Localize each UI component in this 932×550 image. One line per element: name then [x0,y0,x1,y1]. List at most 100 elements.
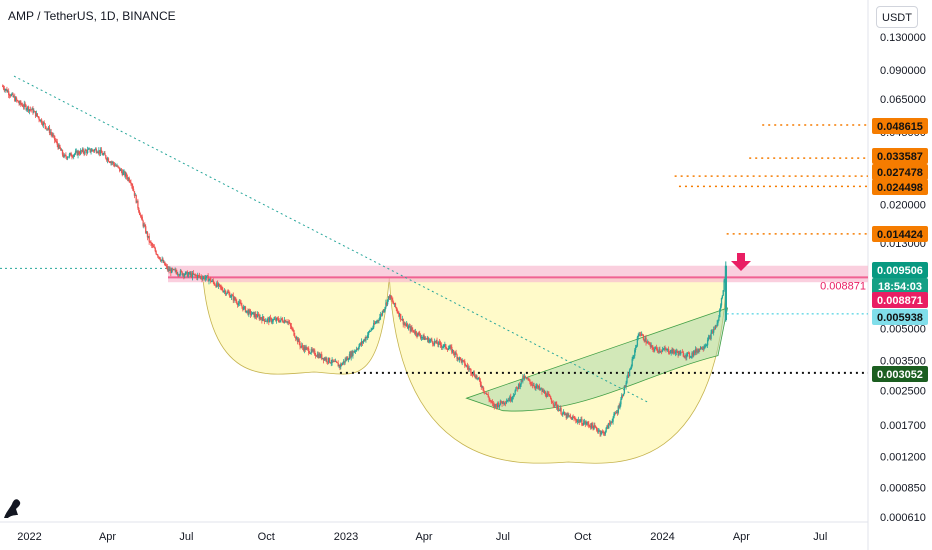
candle-body [110,162,112,163]
candle-body [441,346,443,348]
candle-body [405,325,407,326]
candle-body [352,351,354,356]
candle-body [257,314,260,316]
candle-body [479,380,482,385]
y-tick-label: 0.003500 [880,356,926,368]
candle-body [103,153,105,155]
candle-body [455,352,457,355]
candle-body [185,271,188,273]
candle-body [56,141,58,145]
candle-body [131,183,133,186]
candle-body [273,319,275,321]
candle-body [575,418,577,421]
candle-body [457,357,459,359]
candle-body [29,109,32,111]
candle-body [348,353,351,360]
candle-body [24,103,26,106]
candle-body [8,94,11,96]
candle-body [633,355,635,357]
candle-body [430,339,432,341]
candle-body [709,336,711,339]
candle-body [218,283,221,285]
candle-body [409,326,411,331]
candle-body [319,354,321,358]
candle-body [373,322,375,328]
candle-body [184,271,187,275]
candle-body [627,374,629,378]
candle-body [294,335,296,338]
candle-body [717,320,719,324]
candle-body [250,310,252,315]
candle-body [498,403,500,407]
candle-body [164,261,166,266]
candle-body [276,317,279,319]
candle-body [133,191,136,196]
candle-body [13,96,15,98]
y-tick-label: 0.001200 [880,451,926,463]
candle-body [203,276,205,278]
candle-body [317,354,319,358]
candle-body [100,149,103,153]
candle-body [144,224,146,227]
candle-body [390,295,392,299]
candle-body [708,336,711,338]
candle-body [299,343,301,347]
price-tag-label: 18:54:03 [878,281,922,293]
candle-body [486,394,489,395]
candle-body [713,329,715,333]
candle-body [699,348,701,350]
candle-body [315,355,318,357]
candle-body [190,273,192,275]
candle-body [214,284,216,286]
candle-body [28,109,31,112]
candle-body [119,167,121,171]
candle-body [432,343,435,345]
price-tag-label: 0.014424 [877,229,924,241]
candle-body [334,361,336,362]
candle-body [640,334,642,336]
candle-body [509,396,511,401]
candle-body [66,156,68,159]
candle-body [170,269,172,274]
candle-body [106,158,108,161]
candle-body [678,351,680,356]
candle-body [670,350,672,353]
candle-body [292,328,294,331]
candle-body [78,151,80,154]
price-tag-label: 0.005938 [877,312,923,324]
candle-body [22,106,25,108]
candle-body [527,378,529,380]
candle-body [638,334,640,336]
candle-body [114,165,117,167]
candle-body [538,386,541,390]
candle-body [145,226,147,233]
candle-body [325,358,327,360]
price-tag-cyan [872,309,928,325]
candle-body [658,349,660,352]
price-tag-target [872,118,928,134]
candle-body [286,321,288,323]
candle-body [497,403,499,408]
candle-body [117,165,119,167]
candle-body [309,352,312,354]
candle-body [591,423,593,427]
candle-body [15,97,17,102]
candle-body [350,351,352,358]
candle-body [514,390,516,395]
candle-body [205,275,208,278]
candle-body [590,423,593,428]
candle-body [489,399,491,401]
currency-button[interactable]: USDT [876,6,918,28]
candle-body [9,95,12,97]
candle-body [535,386,537,388]
candle-body [713,329,716,330]
candle-body [277,318,280,321]
candle-body [206,275,208,277]
candle-body [557,407,560,411]
candle-body [412,329,414,331]
candle-body [664,348,666,350]
candle-body [460,358,463,363]
candle-body [202,277,204,280]
